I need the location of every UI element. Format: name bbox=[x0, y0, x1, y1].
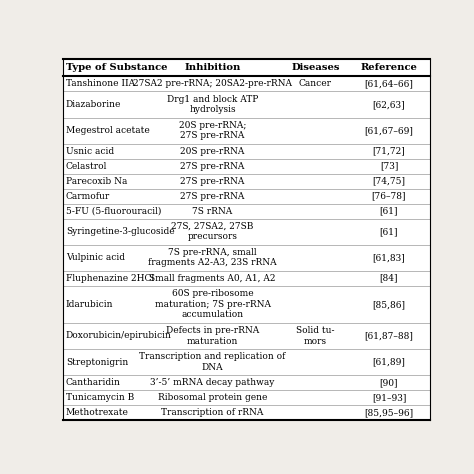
Text: Drg1 and block ATP
hydrolysis: Drg1 and block ATP hydrolysis bbox=[167, 95, 258, 114]
Text: Vulpinic acid: Vulpinic acid bbox=[66, 253, 125, 262]
Text: Fluphenazine 2HCl: Fluphenazine 2HCl bbox=[66, 273, 154, 283]
Text: Idarubicin: Idarubicin bbox=[66, 300, 113, 309]
Text: [84]: [84] bbox=[380, 273, 398, 283]
Text: 3’-5’ mRNA decay pathway: 3’-5’ mRNA decay pathway bbox=[150, 378, 275, 387]
Text: Reference: Reference bbox=[361, 63, 418, 72]
Text: Transcription of rRNA: Transcription of rRNA bbox=[162, 408, 264, 417]
Text: [74,75]: [74,75] bbox=[373, 177, 405, 186]
Text: Megestrol acetate: Megestrol acetate bbox=[66, 126, 150, 135]
Text: Carmofur: Carmofur bbox=[66, 191, 110, 201]
Text: [61]: [61] bbox=[380, 207, 398, 216]
Text: [61,64–66]: [61,64–66] bbox=[365, 80, 413, 89]
Text: 27S, 27SA2, 27SB
precursors: 27S, 27SA2, 27SB precursors bbox=[172, 222, 254, 241]
Text: 5-FU (5-fluorouracil): 5-FU (5-fluorouracil) bbox=[66, 207, 161, 216]
Text: Celastrol: Celastrol bbox=[66, 162, 107, 171]
Text: Ribosomal protein gene: Ribosomal protein gene bbox=[158, 393, 267, 402]
Text: [62,63]: [62,63] bbox=[373, 100, 405, 109]
Text: 20S pre-rRNA: 20S pre-rRNA bbox=[181, 146, 245, 155]
Text: [61]: [61] bbox=[380, 227, 398, 236]
Text: 27S pre-rRNA: 27S pre-rRNA bbox=[181, 177, 245, 186]
Text: Inhibition: Inhibition bbox=[184, 63, 241, 72]
Text: [61,67–69]: [61,67–69] bbox=[365, 126, 413, 135]
Text: Cantharidin: Cantharidin bbox=[66, 378, 121, 387]
Text: Diazaborine: Diazaborine bbox=[66, 100, 121, 109]
Text: Streptonigrin: Streptonigrin bbox=[66, 357, 128, 366]
Text: Defects in pre-rRNA
maturation: Defects in pre-rRNA maturation bbox=[166, 326, 259, 346]
Text: Tanshinone IIA: Tanshinone IIA bbox=[66, 80, 135, 89]
Text: Doxorubicin/epirubicin: Doxorubicin/epirubicin bbox=[66, 331, 172, 340]
Text: [85,95–96]: [85,95–96] bbox=[365, 408, 413, 417]
Text: 27S pre-rRNA: 27S pre-rRNA bbox=[181, 191, 245, 201]
Text: [91–93]: [91–93] bbox=[372, 393, 406, 402]
Text: [90]: [90] bbox=[380, 378, 398, 387]
Text: Methotrexate: Methotrexate bbox=[66, 408, 129, 417]
Text: [61,87–88]: [61,87–88] bbox=[365, 331, 413, 340]
Text: [76–78]: [76–78] bbox=[372, 191, 406, 201]
Text: Type of Substance: Type of Substance bbox=[66, 63, 167, 72]
Text: [73]: [73] bbox=[380, 162, 398, 171]
Text: [85,86]: [85,86] bbox=[373, 300, 405, 309]
Text: Cancer: Cancer bbox=[299, 80, 332, 89]
Text: 7S rRNA: 7S rRNA bbox=[192, 207, 233, 216]
Text: [61,83]: [61,83] bbox=[373, 253, 405, 262]
Text: 20S pre-rRNA;
27S pre-rRNA: 20S pre-rRNA; 27S pre-rRNA bbox=[179, 121, 246, 140]
Text: 60S pre-ribosome
maturation; 7S pre-rRNA
accumulation: 60S pre-ribosome maturation; 7S pre-rRNA… bbox=[155, 290, 271, 319]
Text: Syringetine-3-glucoside: Syringetine-3-glucoside bbox=[66, 227, 174, 236]
Text: 27SA2 pre-rRNA; 20SA2-pre-rRNA: 27SA2 pre-rRNA; 20SA2-pre-rRNA bbox=[133, 80, 292, 89]
Text: [71,72]: [71,72] bbox=[373, 146, 405, 155]
Text: [61,89]: [61,89] bbox=[373, 357, 405, 366]
Text: Transcription and replication of
DNA: Transcription and replication of DNA bbox=[139, 352, 286, 372]
Text: Diseases: Diseases bbox=[291, 63, 340, 72]
Text: Parecoxib Na: Parecoxib Na bbox=[66, 177, 127, 186]
Text: 27S pre-rRNA: 27S pre-rRNA bbox=[181, 162, 245, 171]
Text: Small fragments A0, A1, A2: Small fragments A0, A1, A2 bbox=[149, 273, 276, 283]
Text: Solid tu-
mors: Solid tu- mors bbox=[296, 326, 335, 346]
Text: Usnic acid: Usnic acid bbox=[66, 146, 114, 155]
Text: Tunicamycin B: Tunicamycin B bbox=[66, 393, 134, 402]
Text: 7S pre-rRNA, small
fragments A2-A3, 23S rRNA: 7S pre-rRNA, small fragments A2-A3, 23S … bbox=[148, 248, 277, 267]
